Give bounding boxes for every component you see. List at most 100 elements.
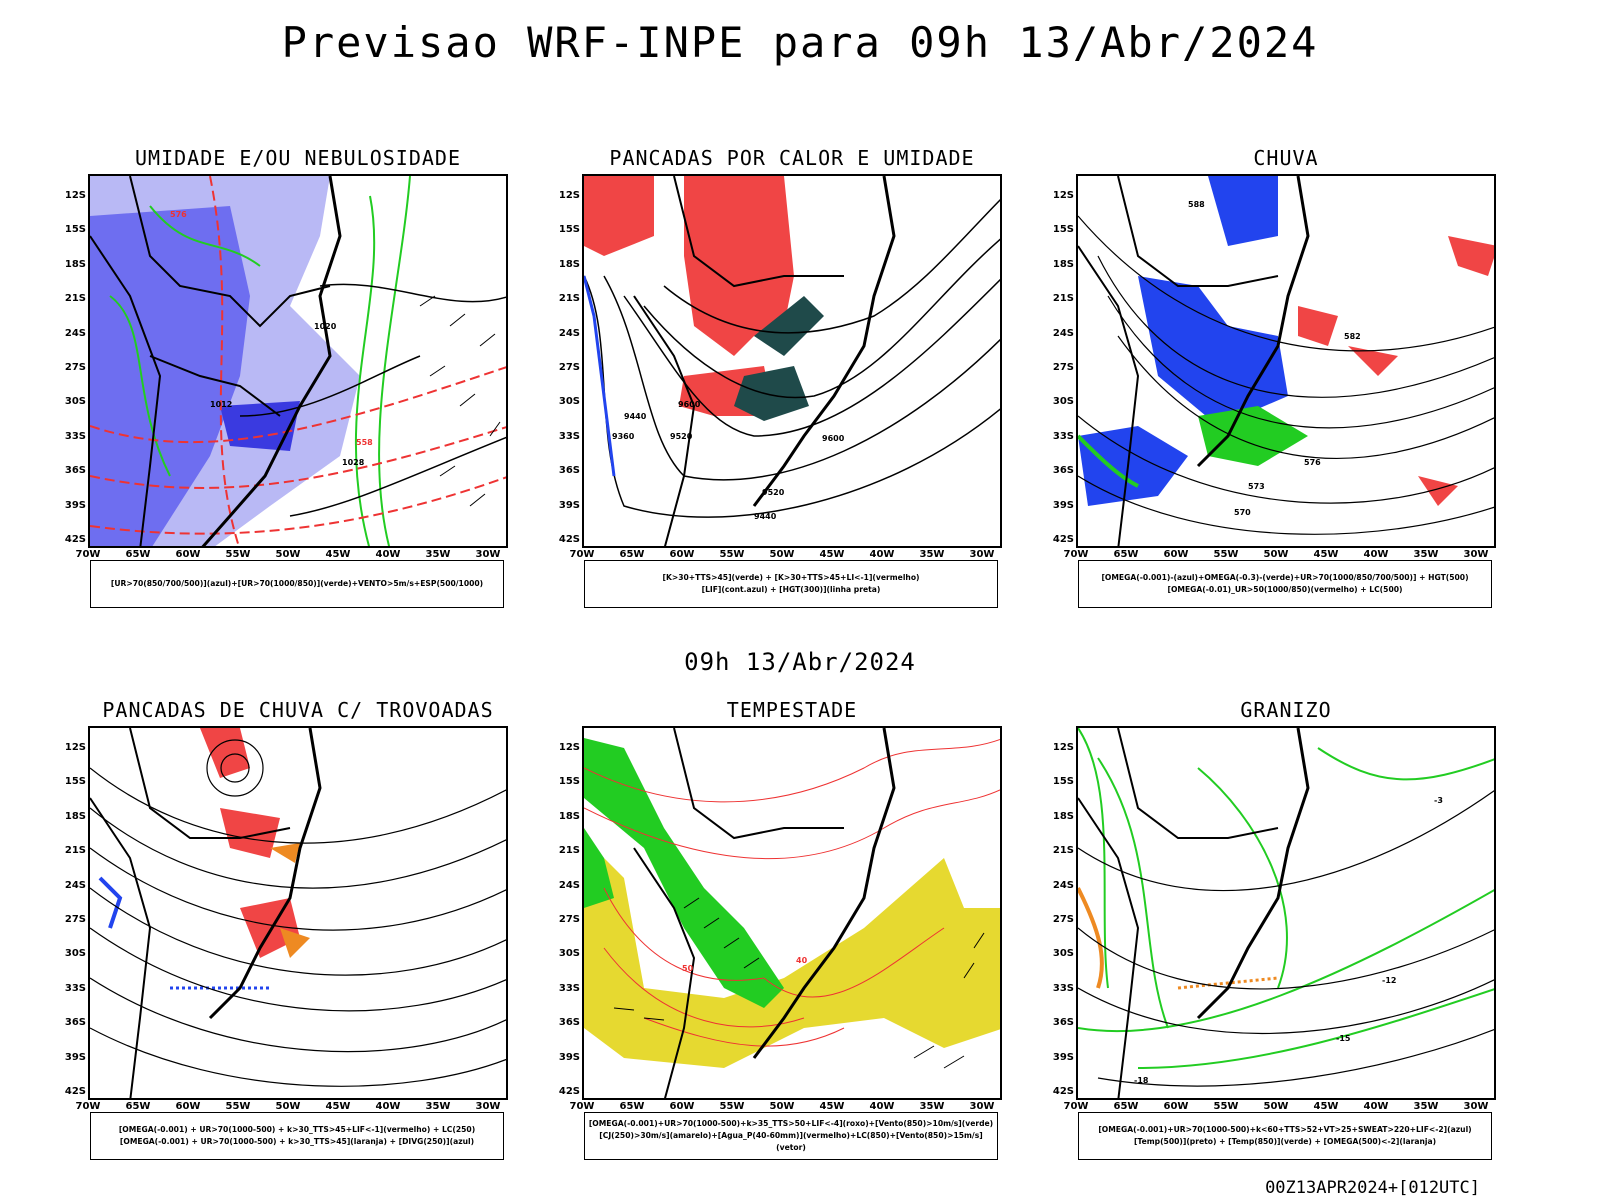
lon-tick-label: 55W bbox=[719, 549, 745, 560]
lon-tick-label: 55W bbox=[719, 1101, 745, 1112]
lat-tick-label: 33S bbox=[1052, 430, 1074, 442]
lon-tick-label: 40W bbox=[869, 1101, 895, 1112]
lon-tick-label: 65W bbox=[1113, 549, 1139, 560]
lat-tick-label: 39S bbox=[1052, 1051, 1074, 1063]
panel-chuva: CHUVA 588 582 576 573 570 [OMEG bbox=[1053, 146, 1496, 626]
map-granizo: -3 -12 -15 -18 bbox=[1076, 726, 1496, 1100]
legend-umidade: [UR>70(850/700/500)](azul)+[UR>70(1000/8… bbox=[90, 560, 504, 608]
lon-tick-label: 35W bbox=[919, 1101, 945, 1112]
panel-title: TEMPESTADE bbox=[726, 698, 858, 722]
contour-label: -15 bbox=[1336, 1034, 1351, 1043]
lat-tick-label: 15S bbox=[558, 776, 580, 788]
lon-tick-label: 55W bbox=[1213, 1101, 1239, 1112]
contour-label: 582 bbox=[1344, 332, 1361, 341]
lat-tick-label: 21S bbox=[64, 845, 86, 857]
lon-tick-label: 55W bbox=[1213, 549, 1239, 560]
lat-tick-label: 36S bbox=[558, 465, 580, 477]
lat-tick-label: 36S bbox=[558, 1017, 580, 1029]
map-tempestade: 40 50 bbox=[582, 726, 1002, 1100]
legend-line: [Temp(500)](preto) + [Temp(850)](verde) … bbox=[1133, 1137, 1437, 1146]
lon-tick-label: 40W bbox=[1363, 549, 1389, 560]
lon-tick-label: 65W bbox=[125, 1101, 151, 1112]
lat-tick-label: 39S bbox=[64, 1051, 86, 1063]
lon-tick-label: 65W bbox=[619, 549, 645, 560]
lat-tick-label: 42S bbox=[558, 534, 580, 545]
lat-tick-label: 24S bbox=[1052, 879, 1074, 891]
panel-title: CHUVA bbox=[1253, 146, 1319, 170]
lon-tick-label: 60W bbox=[669, 1101, 695, 1112]
lon-tick-label: 40W bbox=[375, 549, 401, 560]
map-trovoadas bbox=[88, 726, 508, 1100]
contour-label: 9520 bbox=[670, 432, 693, 441]
lon-tick-label: 60W bbox=[1163, 549, 1189, 560]
lon-tick-label: 65W bbox=[125, 549, 151, 560]
panel-title: PANCADAS DE CHUVA C/ TROVOADAS bbox=[102, 698, 494, 722]
lat-tick-label: 42S bbox=[64, 534, 86, 545]
contour-label: -18 bbox=[1134, 1076, 1149, 1085]
panel-title: PANCADAS POR CALOR E UMIDADE bbox=[609, 146, 975, 170]
legend-line: [K>30+TTS>45](verde) + [K>30+TTS>45+LI<-… bbox=[662, 573, 920, 582]
lon-tick-label: 65W bbox=[1113, 1101, 1139, 1112]
contour-label: -3 bbox=[1434, 796, 1443, 805]
legend-line: [UR>70(850/700/500)](azul)+[UR>70(1000/8… bbox=[110, 579, 484, 588]
lat-tick-label: 21S bbox=[64, 293, 86, 305]
lon-tick-label: 35W bbox=[919, 549, 945, 560]
lon-tick-label: 70W bbox=[1063, 549, 1089, 560]
map-chuva: 588 582 576 573 570 bbox=[1076, 174, 1496, 548]
lon-tick-label: 40W bbox=[1363, 1101, 1389, 1112]
map-trovoadas-plot bbox=[90, 728, 506, 1098]
lon-tick-label: 50W bbox=[1263, 549, 1289, 560]
lat-tick-label: 21S bbox=[1052, 293, 1074, 305]
lat-tick-label: 21S bbox=[558, 845, 580, 857]
map-umidade-plot bbox=[90, 176, 506, 546]
lat-tick-label: 24S bbox=[1052, 327, 1074, 339]
contour-label: 1012 bbox=[210, 400, 233, 409]
lon-tick-label: 45W bbox=[325, 1101, 351, 1112]
panel-title: UMIDADE E/OU NEBULOSIDADE bbox=[134, 146, 462, 170]
lat-tick-label: 27S bbox=[64, 914, 86, 925]
lat-tick-label: 15S bbox=[64, 776, 86, 788]
legend-line: [OMEGA(-0.001)+UR>70(1000-500)+k<60+TTS>… bbox=[1098, 1125, 1472, 1134]
lon-tick-label: 30W bbox=[1463, 1101, 1489, 1112]
lon-tick-label: 55W bbox=[225, 1101, 251, 1112]
panel-granizo: GRANIZO -3 -12 -15 -18 [OMEGA(-0.001)+UR… bbox=[1053, 698, 1496, 1178]
contour-label: 9600 bbox=[678, 400, 701, 409]
legend-granizo: [OMEGA(-0.001)+UR>70(1000-500)+k<60+TTS>… bbox=[1078, 1112, 1492, 1160]
legend-line: [OMEGA(-0.001) + UR>70(1000-500) + k>30_… bbox=[118, 1125, 476, 1134]
lat-tick-label: 12S bbox=[1052, 190, 1074, 201]
contour-label: 573 bbox=[1248, 482, 1265, 491]
lon-tick-label: 60W bbox=[175, 1101, 201, 1112]
lat-tick-label: 39S bbox=[558, 499, 580, 511]
lon-tick-label: 40W bbox=[375, 1101, 401, 1112]
lat-tick-label: 18S bbox=[1052, 810, 1074, 822]
legend-line: [OMEGA(-0.01)_UR>50(1000/850)(vermelho) … bbox=[1167, 585, 1403, 594]
contour-label: 558 bbox=[356, 438, 373, 447]
contour-label: 1028 bbox=[342, 458, 365, 467]
lon-tick-label: 30W bbox=[475, 1101, 501, 1112]
lat-tick-label: 18S bbox=[558, 810, 580, 822]
contour-label: 570 bbox=[1234, 508, 1251, 517]
lat-tick-label: 27S bbox=[1052, 362, 1074, 373]
contour-label: -12 bbox=[1382, 976, 1397, 985]
lat-tick-label: 24S bbox=[64, 327, 86, 339]
lat-tick-label: 33S bbox=[558, 982, 580, 994]
lon-tick-label: 45W bbox=[1313, 549, 1339, 560]
map-pancadas-calor-plot bbox=[584, 176, 1000, 546]
lat-tick-label: 27S bbox=[1052, 914, 1074, 925]
main-title: Previsao WRF-INPE para 09h 13/Abr/2024 bbox=[281, 18, 1319, 67]
lon-tick-label: 50W bbox=[769, 549, 795, 560]
lat-tick-label: 30S bbox=[1052, 948, 1074, 960]
lat-tick-label: 12S bbox=[64, 742, 86, 753]
contour-label: 9520 bbox=[762, 488, 785, 497]
lat-tick-label: 42S bbox=[558, 1086, 580, 1097]
contour-label: 9440 bbox=[624, 412, 647, 421]
panel-tempestade: TEMPESTADE 40 50 [OMEGA(-0 bbox=[559, 698, 1002, 1178]
lat-tick-label: 24S bbox=[64, 879, 86, 891]
lat-tick-label: 39S bbox=[64, 499, 86, 511]
lat-tick-label: 18S bbox=[558, 258, 580, 270]
legend-trovoadas: [OMEGA(-0.001) + UR>70(1000-500) + k>30_… bbox=[90, 1112, 504, 1160]
lat-tick-label: 15S bbox=[64, 224, 86, 236]
lon-tick-label: 30W bbox=[1463, 549, 1489, 560]
lon-tick-label: 60W bbox=[175, 549, 201, 560]
lat-tick-label: 18S bbox=[1052, 258, 1074, 270]
